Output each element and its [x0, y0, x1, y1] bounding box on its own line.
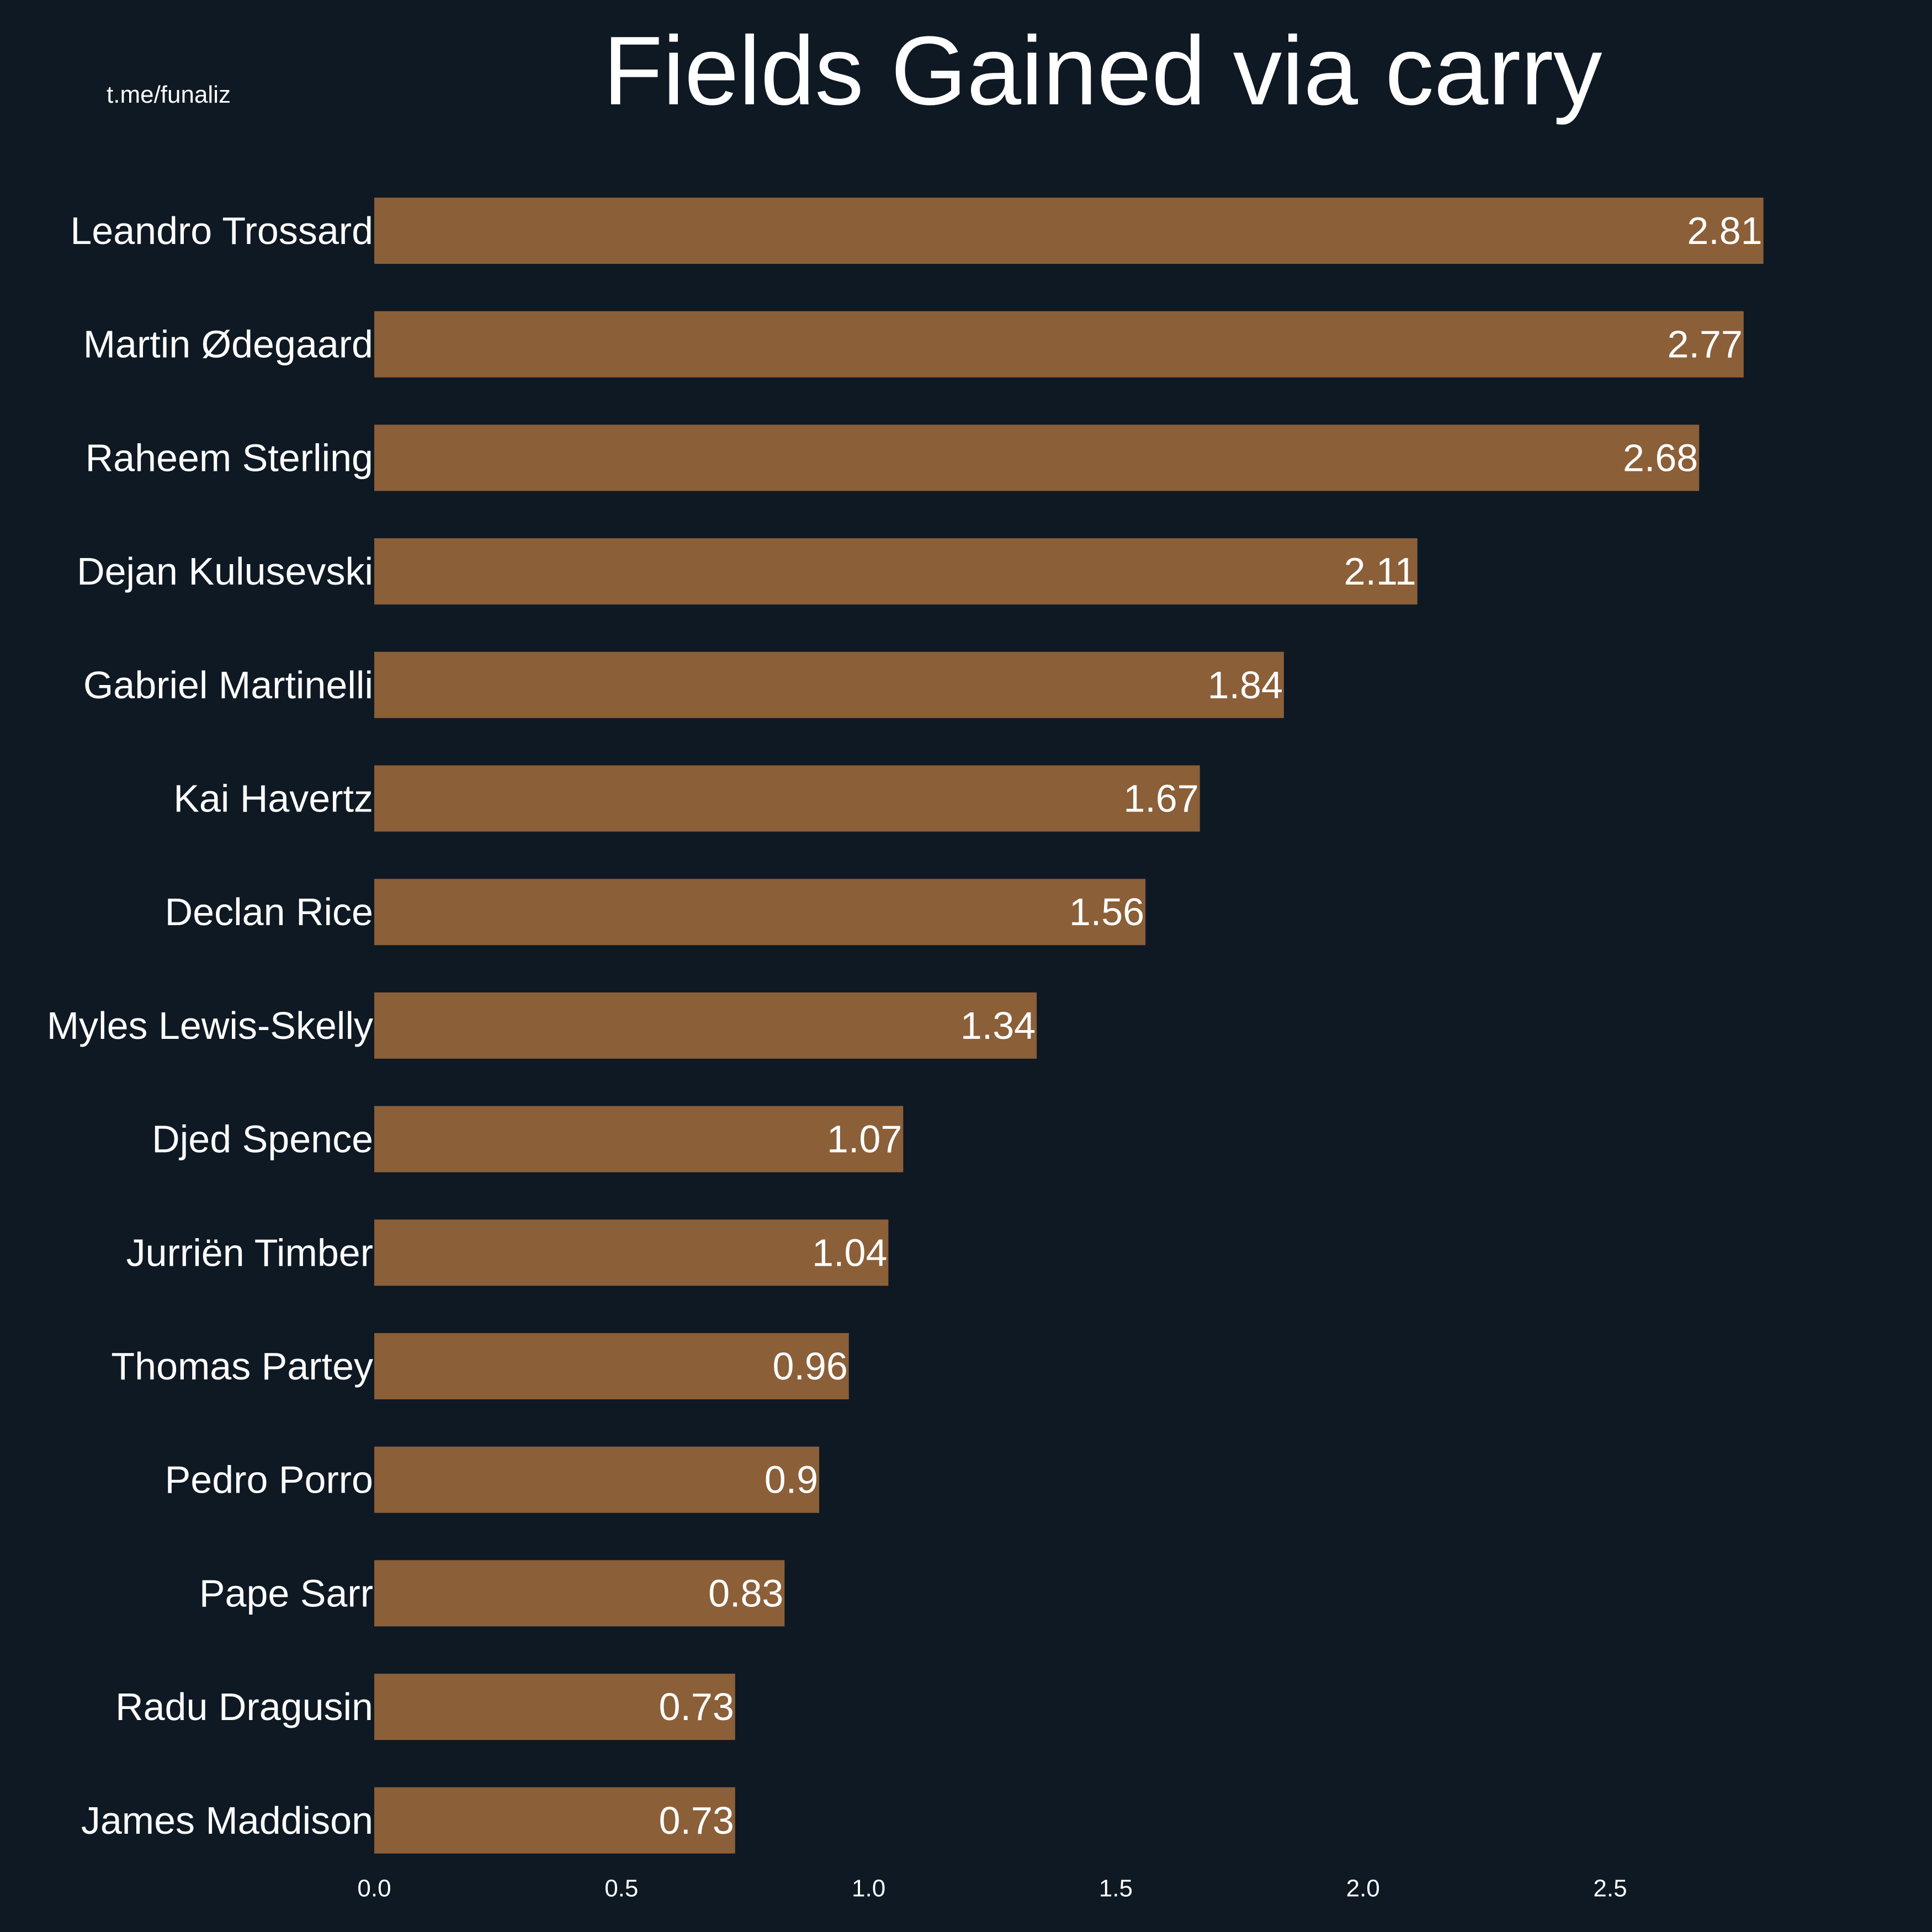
value-label: 0.83 [708, 1572, 783, 1615]
bar [374, 1787, 735, 1854]
category-label: Martin Ødegaard [83, 323, 373, 366]
bar [374, 1560, 785, 1627]
category-label: Declan Rice [165, 890, 373, 933]
category-label: Thomas Partey [111, 1345, 373, 1388]
bar [374, 311, 1744, 378]
watermark: t.me/funaliz [107, 81, 231, 108]
category-label: James Maddison [81, 1799, 373, 1842]
value-labels-layer: 2.81 2.77 2.68 2.11 1.84 1.67 1.56 1.34 1.07 1.04… [659, 209, 1763, 1842]
value-label: 1.07 [827, 1118, 902, 1161]
value-label: 1.84 [1208, 664, 1283, 707]
value-label: 1.34 [960, 1004, 1036, 1047]
category-label: Raheem Sterling [86, 436, 373, 479]
value-label: 1.56 [1069, 890, 1144, 933]
x-tick-label: 0.0 [357, 1875, 391, 1902]
bar [374, 765, 1200, 832]
value-label: 2.68 [1623, 436, 1698, 479]
value-label: 0.96 [773, 1345, 848, 1388]
category-label: Pedro Porro [165, 1458, 373, 1501]
x-tick-label: 0.5 [604, 1875, 638, 1902]
bar [374, 1446, 820, 1513]
category-label: Myles Lewis-Skelly [47, 1004, 373, 1047]
category-label: Radu Dragusin [115, 1685, 373, 1728]
value-label: 2.11 [1344, 550, 1416, 593]
bar [374, 538, 1418, 605]
bar [374, 1333, 849, 1399]
category-labels-layer: Leandro Trossard Martin Ødegaard Raheem St… [47, 209, 373, 1842]
value-label: 1.04 [812, 1231, 887, 1274]
x-tick-label: 1.5 [1099, 1875, 1133, 1902]
x-axis-ticks-layer: 0.0 0.5 1.0 1.5 2.0 2.5 [357, 1875, 1627, 1902]
bar [374, 424, 1700, 491]
bar [374, 198, 1764, 264]
value-label: 2.77 [1668, 323, 1743, 366]
category-label: Pape Sarr [199, 1572, 373, 1615]
bar [374, 1674, 735, 1740]
value-label: 0.73 [659, 1799, 734, 1842]
chart-title: Fields Gained via carry [603, 16, 1602, 125]
bar [374, 879, 1146, 946]
x-tick-label: 2.5 [1593, 1875, 1627, 1902]
value-label: 0.9 [765, 1458, 818, 1501]
category-label: Leandro Trossard [70, 209, 373, 252]
category-label: Djed Spence [152, 1118, 373, 1161]
bars-layer [374, 198, 1764, 1854]
value-label: 2.81 [1687, 209, 1762, 252]
bar [374, 651, 1284, 718]
value-label: 0.73 [659, 1685, 734, 1728]
bar [374, 1106, 904, 1172]
x-tick-label: 1.0 [852, 1875, 885, 1902]
value-label: 1.67 [1123, 777, 1198, 820]
category-label: Dejan Kulusevski [77, 550, 373, 593]
bar [374, 992, 1037, 1059]
x-tick-label: 2.0 [1346, 1875, 1380, 1902]
category-label: Jurriën Timber [126, 1231, 373, 1274]
bar [374, 1219, 889, 1286]
category-label: Kai Havertz [173, 777, 373, 820]
category-label: Gabriel Martinelli [83, 664, 373, 707]
